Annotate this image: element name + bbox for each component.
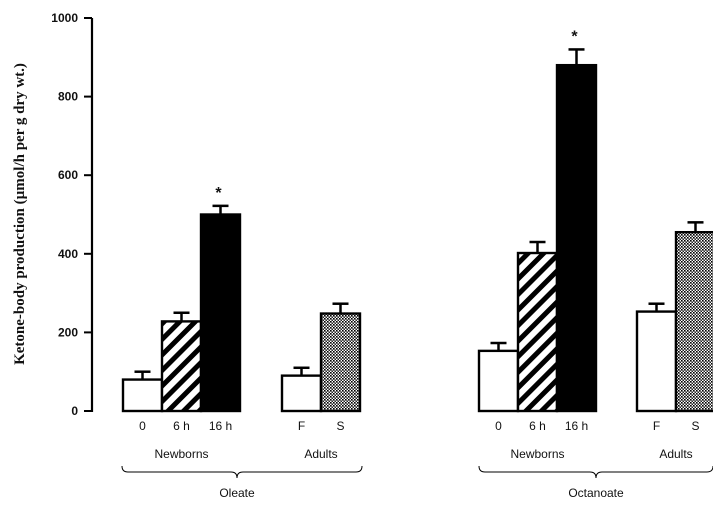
- group-label: Adults: [304, 447, 337, 461]
- bar: [635, 310, 678, 413]
- y-tick-label: 800: [58, 90, 78, 104]
- bar: [280, 374, 323, 413]
- panel-brace: [478, 465, 713, 479]
- y-tick-label: 1000: [51, 11, 78, 25]
- panel-label: Oleate: [219, 486, 255, 500]
- category-label: 16 h: [565, 419, 588, 433]
- category-label: S: [691, 419, 699, 433]
- category-label: 6 h: [173, 419, 190, 433]
- bar: [121, 378, 164, 413]
- y-axis: 0 200 400 600 800 1000: [51, 11, 94, 418]
- bar: [160, 320, 203, 413]
- category-label: 0: [495, 419, 502, 433]
- y-tick-label: 400: [58, 247, 78, 261]
- y-tick-label: 0: [71, 404, 78, 418]
- bar: [199, 213, 242, 413]
- category-label: F: [298, 419, 305, 433]
- category-label: 6 h: [529, 419, 546, 433]
- bar: [555, 63, 598, 413]
- significance-marker: *: [571, 28, 578, 45]
- category-label: 0: [139, 419, 146, 433]
- group-label: Newborns: [510, 447, 564, 461]
- y-axis-label: Ketone-body production (µmol/h per g dry…: [12, 63, 28, 365]
- bar: [477, 349, 520, 413]
- y-tick-label: 200: [58, 325, 78, 339]
- y-tick-label: 600: [58, 168, 78, 182]
- panel-brace: [121, 465, 363, 479]
- bar: [516, 251, 559, 413]
- significance-marker: *: [215, 185, 222, 202]
- bars-layer: [121, 48, 713, 413]
- bar: [674, 230, 713, 413]
- category-label: 16 h: [209, 419, 232, 433]
- category-label: F: [653, 419, 660, 433]
- panel-label: Octanoate: [568, 486, 624, 500]
- group-label: Adults: [659, 447, 692, 461]
- category-label: S: [336, 419, 344, 433]
- group-label: Newborns: [154, 447, 208, 461]
- bar: [319, 312, 362, 413]
